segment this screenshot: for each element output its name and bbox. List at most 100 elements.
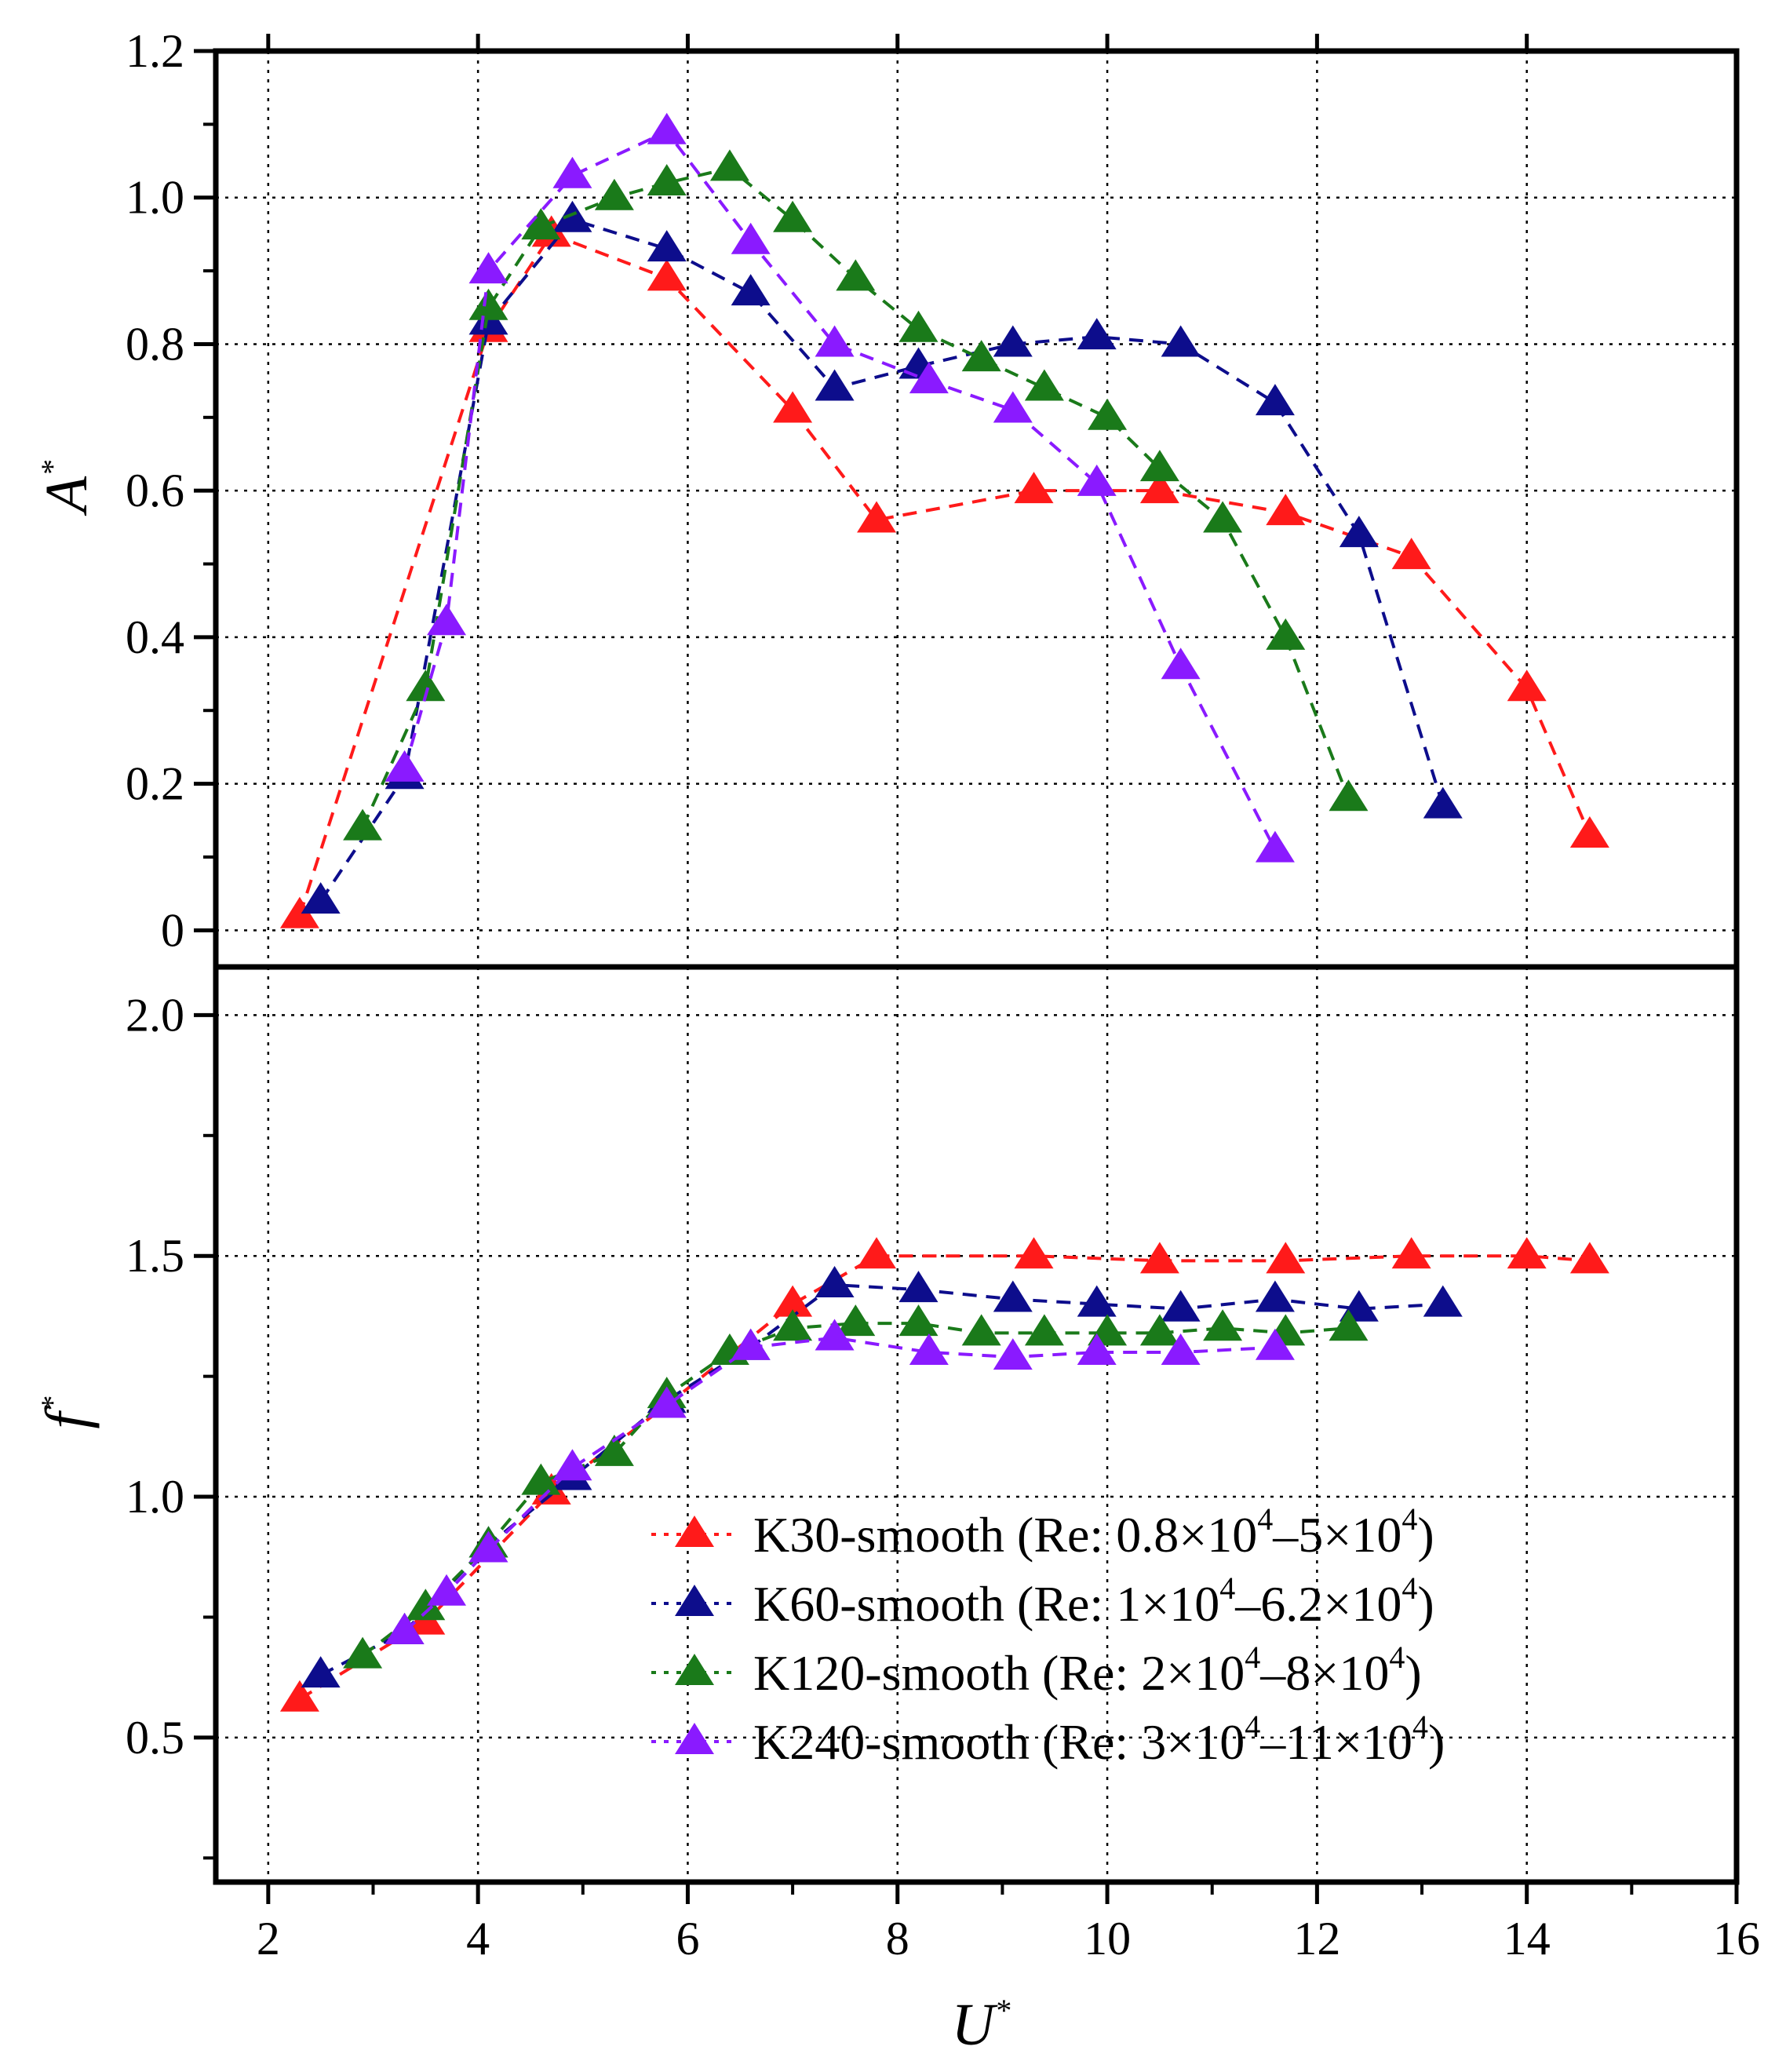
bottom-marker-k240-smooth [731,1328,771,1360]
bottom-marker-k60-smooth [1255,1280,1295,1312]
top-panel: 0 0.2 0.4 0.6 0.8 1.0 1.2 A* [34,25,1737,967]
bottom-panel: 0.51.01.52.02 4 6 8 10 12 14 16 f* U* [34,967,1760,2058]
bottom-marker-k240-smooth [647,1386,687,1418]
bottom-marker-k120-smooth [1139,1314,1179,1346]
bottom-marker-k30-smooth [1507,1237,1547,1269]
legend-marker-k30 [675,1516,714,1547]
top-marker-k240-smooth [552,156,592,188]
top-marker-k240-smooth [993,391,1033,423]
bottom-marker-k60-smooth [993,1280,1033,1312]
bottom-marker-k30-smooth [1569,1242,1609,1274]
bottom-marker-k120-smooth [1329,1309,1369,1341]
top-marker-k240-smooth [731,222,771,254]
top-marker-k30-smooth [1139,472,1179,504]
bottom-marker-k30-smooth [279,1680,319,1712]
legend-label-k30-mid: –5×10 [1272,1507,1401,1563]
bottom-marker-k30-smooth [773,1285,813,1317]
top-marker-k120-smooth [647,164,687,196]
legend-label-k120: K120-smooth (Re: 2×104–8×104) [753,1640,1422,1701]
top-marker-k30-smooth [1391,538,1431,570]
top-ytick-label-0: 0 [161,904,184,956]
top-marker-k240-smooth [385,750,425,782]
top-marker-k120-smooth [773,200,813,232]
bottom-ticks: 0.5 1.0 1.5 2.0 2 4 6 8 10 12 14 16 [126,989,1760,1964]
legend-label-k30-name: K30-smooth [753,1507,1004,1563]
top-marker-k30-smooth [1266,494,1306,526]
legend-marker-k120 [675,1654,714,1685]
bottom-ytick-label-3: 2.0 [126,989,184,1041]
top-ytick-label-2: 0.4 [126,611,184,663]
bottom-series-line-k30-smooth [298,1254,1591,1701]
top-y-axis-title: A* [34,461,100,516]
bottom-marker-k120-smooth [406,1589,446,1621]
bottom-series-line-k60-smooth [319,1282,1443,1676]
bottom-marker-k120-smooth [343,1636,383,1669]
top-marker-k30-smooth [1569,815,1609,848]
top-marker-k240-smooth [909,362,949,394]
bottom-marker-k120-smooth [836,1304,876,1337]
top-marker-k120-smooth [1139,450,1179,482]
top-marker-k240-smooth [427,604,467,636]
top-marker-k120-smooth [594,178,634,210]
top-marker-k240-smooth [468,252,508,284]
legend: K30-smooth (Re: 0.8×104–5×104) K60-smoot… [651,1501,1445,1770]
top-y-axis-superscript: * [35,461,70,476]
top-marker-k120-smooth [521,208,561,240]
x-tick-label-14: 14 [1504,1913,1551,1964]
bottom-grid [216,967,1737,1882]
bottom-marker-k60-smooth [815,1266,855,1298]
legend-label-k60-name: K60-smooth [753,1576,1004,1632]
legend-entry-k30: K30-smooth (Re: 0.8×104–5×104) [651,1501,1434,1563]
bottom-marker-k30-smooth [1391,1237,1431,1269]
bottom-marker-k60-smooth [1423,1285,1463,1317]
top-marker-k120-smooth [406,669,446,702]
bottom-marker-k30-smooth [1014,1237,1054,1269]
top-marker-k60-smooth [815,369,855,401]
top-marker-k30-smooth [1014,472,1054,504]
top-series [279,112,1609,928]
legend-entry-k240: K240-smooth (Re: 3×104–11×104) [651,1709,1445,1770]
bottom-marker-k120-smooth [898,1304,939,1337]
top-marker-k60-smooth [552,200,592,232]
top-marker-k60-smooth [993,325,1033,357]
legend-label-k60: K60-smooth (Re: 1×104–6.2×104) [753,1570,1434,1632]
top-ticks: 0 0.2 0.4 0.6 0.8 1.0 1.2 [126,25,1529,956]
bottom-y-axis-superscript: * [35,1396,70,1412]
legend-label-k60-exp1: 4 [1219,1570,1235,1606]
x-axis-title: U* [952,1992,1011,2058]
top-grid [216,51,1737,967]
bottom-marker-k60-smooth [898,1271,939,1303]
top-ytick-label-3: 0.6 [126,465,184,516]
bottom-marker-k120-smooth [773,1309,813,1341]
bottom-marker-k60-smooth [301,1656,341,1688]
top-marker-k120-smooth [961,340,1001,372]
top-marker-k240-smooth [647,112,687,144]
legend-label-k60-mid: –6.2×10 [1234,1576,1401,1632]
legend-label-k30: K30-smooth (Re: 0.8×104–5×104) [753,1501,1434,1563]
top-marker-k120-smooth [836,259,876,291]
top-marker-k30-smooth [279,896,319,928]
top-marker-k240-smooth [1161,648,1201,680]
legend-label-k30-exp1: 4 [1257,1501,1273,1537]
top-marker-k60-smooth [647,230,687,262]
top-marker-k240-smooth [815,325,855,357]
bottom-marker-k240-smooth [909,1333,949,1365]
bottom-marker-k240-smooth [815,1319,855,1351]
x-tick-label-6: 6 [676,1913,699,1964]
top-marker-k120-smooth [709,149,749,181]
bottom-ytick-label-2: 1.5 [126,1230,184,1282]
legend-label-k240: K240-smooth (Re: 3×104–11×104) [753,1709,1445,1770]
top-marker-k120-smooth [1088,398,1128,430]
bottom-ytick-label-0: 0.5 [126,1712,184,1764]
legend-label-k120-end: ) [1405,1645,1421,1701]
top-marker-k60-smooth [301,881,341,914]
legend-label-k120-re: (Re: 2×10 [1030,1645,1245,1701]
top-marker-k120-smooth [1266,618,1306,650]
x-axis-superscript: * [994,1993,1010,2028]
bottom-marker-k240-smooth [993,1338,1033,1370]
legend-label-k120-exp1: 4 [1245,1640,1260,1675]
legend-label-k60-exp2: 4 [1401,1570,1417,1606]
top-ytick-label-1: 0.2 [126,758,184,810]
